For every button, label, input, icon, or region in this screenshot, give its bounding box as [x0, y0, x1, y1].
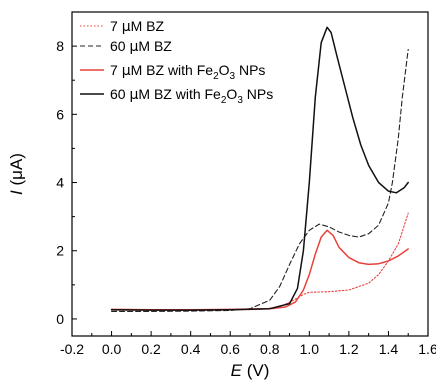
legend: 7 μM BZ 60 μM BZ 7 μM BZ with Fe2O3 NPs 60 …: [80, 18, 273, 106]
y-tick-label: 8: [56, 38, 64, 54]
x-tick-label: 1.6: [418, 341, 436, 357]
series-line-3: [110, 229, 409, 311]
series-line-1: [111, 212, 409, 311]
y-tick-label: 4: [56, 175, 64, 191]
y-tick-label: 0: [56, 311, 64, 327]
x-tick-label: 1.0: [300, 341, 320, 357]
legend-label-2: 60 μM BZ: [110, 38, 172, 55]
y-axis-ticks: 0 2 4 6 8: [56, 38, 77, 327]
x-tick-label: 0.6: [220, 341, 240, 357]
x-axis-ticks: -0.2 0.0 0.2 0.4 0.6 0.8 1.0 1.2 1.4 1.6: [60, 331, 436, 357]
x-tick-label: 0.4: [181, 341, 201, 357]
axis-titles: E (V) I (μA): [7, 153, 269, 380]
x-tick-label: 0.8: [260, 341, 280, 357]
plot-frame: [71, 11, 429, 337]
x-tick-label: 0.2: [141, 341, 161, 357]
legend-label-3: 7 μM BZ with Fe2O3 NPs: [110, 62, 265, 82]
x-tick-label: 1.4: [379, 341, 399, 357]
x-tick-label: 0.0: [102, 341, 122, 357]
y-tick-label: 6: [56, 106, 64, 122]
plot-border: [71, 11, 429, 337]
x-tick-label: -0.2: [60, 341, 84, 357]
series-line-4: [110, 26, 409, 311]
y-axis-title: I (μA): [7, 153, 26, 195]
legend-label-1: 7 μM BZ: [110, 18, 164, 35]
series-layer: [110, 26, 409, 312]
x-axis-title: E (V): [231, 361, 270, 380]
legend-label-4: 60 μM BZ with Fe2O3 NPs: [110, 86, 273, 106]
x-tick-label: 1.2: [339, 341, 359, 357]
y-tick-label: 2: [56, 243, 64, 259]
